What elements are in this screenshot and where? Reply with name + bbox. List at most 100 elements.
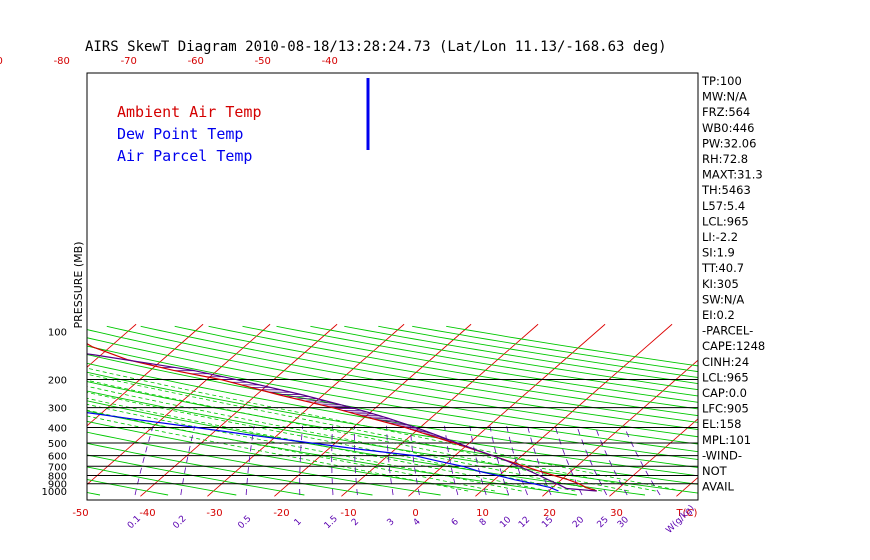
moist-adiabat-line <box>87 397 549 492</box>
pressure-tick-label: 500 <box>48 439 67 450</box>
dry-adiabat-line <box>87 354 698 460</box>
top-temp-tick-label: -50 <box>255 56 271 67</box>
stat-item: RH:72.8 <box>702 152 748 166</box>
mixing-ratio-tick-label: 0.2 <box>171 514 188 531</box>
mixing-ratio-tick-label: 6 <box>450 517 461 528</box>
stat-item: LCL:965 <box>702 370 749 384</box>
mixing-ratio-line <box>506 425 528 496</box>
dry-adiabat-line <box>87 454 305 496</box>
pressure-tick-label: 300 <box>48 404 67 415</box>
pressure-tick-label: 200 <box>48 376 67 387</box>
ambient-temp-line <box>87 343 597 492</box>
mixing-ratio-line <box>134 425 154 496</box>
isotherm-line <box>0 324 2 496</box>
dry-adiabat-line <box>310 325 698 391</box>
bottom-unit-label: T(C) <box>676 508 698 519</box>
dry-adiabat-line <box>106 325 698 431</box>
top-temp-tick-label: -40 <box>322 56 338 67</box>
top-temp-tick-label: -60 <box>188 56 204 67</box>
bottom-temp-tick-label: 30 <box>610 508 623 519</box>
moist-adiabat-line <box>87 367 683 492</box>
parcel-temp-line <box>87 353 597 492</box>
dry-adiabat-line <box>344 325 698 385</box>
stat-item: EL:158 <box>702 417 742 431</box>
moist-adiabat-line <box>87 379 629 492</box>
bottom-temp-tick-label: 0 <box>412 508 418 519</box>
top-temp-tick-label: -90 <box>0 56 3 67</box>
dry-adiabat-line <box>87 410 577 496</box>
pressure-gridlines <box>87 379 698 485</box>
stat-item: MAXT:31.3 <box>702 168 763 182</box>
stat-item: -WIND- <box>702 448 742 462</box>
dry-adiabat-line <box>87 400 646 496</box>
stat-item: WB0:446 <box>702 121 754 135</box>
bottom-temp-tick-label: -30 <box>206 508 222 519</box>
moist-adiabat-line <box>87 373 656 492</box>
dry-adiabat-line <box>87 420 509 496</box>
dry-adiabat-line <box>87 381 698 485</box>
dry-adiabat-line <box>446 325 698 367</box>
pressure-tick-label: 800 <box>48 472 67 483</box>
dry-adiabat-line <box>412 325 698 373</box>
dry-adiabat-line <box>87 337 698 445</box>
stat-item: MW:N/A <box>702 90 747 104</box>
pressure-tick-label: 900 <box>48 480 67 491</box>
bottom-temp-tick-label: -40 <box>139 508 155 519</box>
top-temp-tick-label: -70 <box>121 56 137 67</box>
mixing-ratio-tick-label: 1.5 <box>323 514 340 531</box>
dry-adiabat-line <box>87 362 698 468</box>
mixing-ratio-tick-label: 2 <box>350 517 361 528</box>
mixing-ratio-line <box>354 425 358 496</box>
bottom-temp-tick-label: -10 <box>340 508 356 519</box>
mixing-ratio-line <box>299 425 304 495</box>
stat-item: SI:1.9 <box>702 246 735 260</box>
pressure-tick-label: 600 <box>48 452 67 463</box>
bottom-temp-tick-label: 10 <box>476 508 489 519</box>
dry-adiabat-line <box>87 371 698 477</box>
pressure-tick-label: 400 <box>48 424 67 435</box>
isotherm-line <box>87 323 204 427</box>
mixing-ratio-line <box>444 425 459 496</box>
isotherm-line <box>609 418 698 497</box>
plot-frame <box>86 72 699 501</box>
pressure-tick-label: 700 <box>48 462 67 473</box>
stat-item: LCL:965 <box>702 214 749 228</box>
isotherm-line <box>475 323 673 497</box>
stat-item: TP:100 <box>701 74 742 88</box>
dry-adiabat-line <box>87 345 698 453</box>
isotherm-line <box>87 323 137 368</box>
mixing-ratio-tick-label: 25 <box>596 515 611 530</box>
dry-adiabat-line <box>87 442 373 496</box>
stat-item: EI:0.2 <box>702 308 735 322</box>
isotherm-line <box>87 323 271 486</box>
dew-point-line <box>87 412 559 492</box>
mixing-ratio-line <box>245 425 255 495</box>
stat-item: CAPE:1248 <box>702 339 765 353</box>
moist-adiabat-line <box>87 385 603 492</box>
stat-item: LI:-2.2 <box>702 230 738 244</box>
dry-adiabat-line <box>242 325 698 403</box>
mixing-ratio-line <box>331 425 334 496</box>
isotherm-line <box>140 323 338 497</box>
bottom-temp-tick-label: -50 <box>72 508 88 519</box>
stat-item: L57:5.4 <box>702 199 745 213</box>
isotherm-line <box>408 323 606 497</box>
mixing-ratio-line <box>409 425 420 496</box>
stat-item: MPL:101 <box>702 433 751 447</box>
bottom-temp-tick-label: -20 <box>273 508 289 519</box>
stat-item: CAP:0.0 <box>702 386 747 400</box>
mixing-ratio-line <box>386 425 394 496</box>
legend: Ambient Air Temp Dew Point Temp Air Parc… <box>117 103 262 165</box>
dry-adiabat-line <box>174 325 698 417</box>
stat-item: TH:5463 <box>701 183 751 197</box>
stat-item: -PARCEL- <box>702 324 753 338</box>
sounding-series <box>87 78 597 492</box>
stat-item: SW:N/A <box>702 292 744 306</box>
dry-adiabat-line <box>378 325 698 378</box>
dry-adiabat-line <box>208 325 698 410</box>
legend-parcel-temp: Air Parcel Temp <box>117 147 252 165</box>
y-axis-label: PRESSURE (MB) <box>72 242 85 329</box>
stat-item: FRZ:564 <box>702 105 750 119</box>
mixing-ratio-line <box>469 425 487 496</box>
